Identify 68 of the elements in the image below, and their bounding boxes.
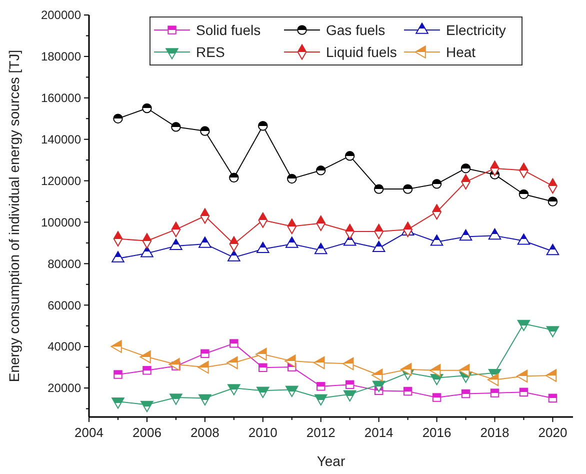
point (258, 121, 268, 131)
point (548, 196, 558, 206)
point (230, 339, 238, 348)
point (142, 103, 152, 114)
x-tick-label: 2008 (190, 425, 220, 440)
y-tick-label: 80000 (48, 256, 82, 271)
point (345, 380, 354, 390)
y-tick-label: 40000 (48, 340, 82, 354)
point (460, 163, 471, 174)
point (546, 326, 560, 338)
point (518, 189, 529, 200)
point (372, 380, 386, 392)
point (314, 394, 328, 406)
point (432, 179, 442, 189)
y-tick-label: 140000 (40, 132, 82, 147)
point (430, 374, 444, 386)
legend-label: Heat (446, 44, 476, 60)
point (170, 394, 182, 405)
legend-label: Solid fuels (196, 22, 261, 38)
point (200, 349, 210, 358)
point (285, 386, 298, 397)
point (142, 366, 152, 375)
point (374, 184, 384, 194)
x-tick-label: 2018 (480, 425, 510, 440)
point (113, 114, 123, 124)
point (171, 122, 181, 132)
point (432, 393, 442, 402)
x-tick-label: 2010 (248, 425, 278, 440)
legend-label: RES (196, 44, 225, 60)
x-axis-title: Year (316, 453, 346, 469)
y-axis-title: Energy consumption of individual energy sources [TJ] (6, 50, 22, 382)
x-tick-label: 2004 (74, 425, 104, 440)
point (519, 388, 528, 397)
point (112, 398, 124, 409)
y-tick-label: 120000 (40, 174, 82, 188)
legend-label: Gas fuels (326, 22, 386, 38)
y-tick-label: 160000 (40, 91, 82, 106)
point (258, 363, 268, 372)
point (256, 386, 270, 398)
point (114, 370, 122, 379)
point (403, 386, 412, 396)
point (343, 390, 356, 402)
y-tick-label: 200000 (40, 8, 82, 22)
y-tick-label: 180000 (40, 50, 82, 64)
point (344, 151, 355, 161)
point (490, 388, 500, 398)
x-tick-label: 2020 (538, 425, 568, 440)
point (316, 382, 326, 391)
point (517, 320, 530, 332)
point (229, 172, 239, 183)
point (402, 184, 413, 194)
x-tick-label: 2014 (364, 425, 394, 440)
point (316, 166, 326, 176)
legend-label: Liquid fuels (326, 44, 397, 60)
legend-label: Electricity (446, 22, 506, 38)
point (461, 389, 470, 398)
point (228, 384, 240, 396)
point (140, 400, 154, 412)
y-tick-label: 20000 (48, 381, 82, 396)
point (200, 126, 210, 136)
point (287, 174, 297, 184)
y-tick-label: 60000 (48, 298, 82, 312)
x-tick-label: 2006 (132, 425, 162, 440)
x-tick-label: 2012 (306, 425, 336, 440)
y-tick-label: 100000 (40, 215, 82, 230)
point (548, 394, 558, 403)
point (198, 394, 212, 406)
x-tick-label: 2016 (422, 425, 452, 440)
